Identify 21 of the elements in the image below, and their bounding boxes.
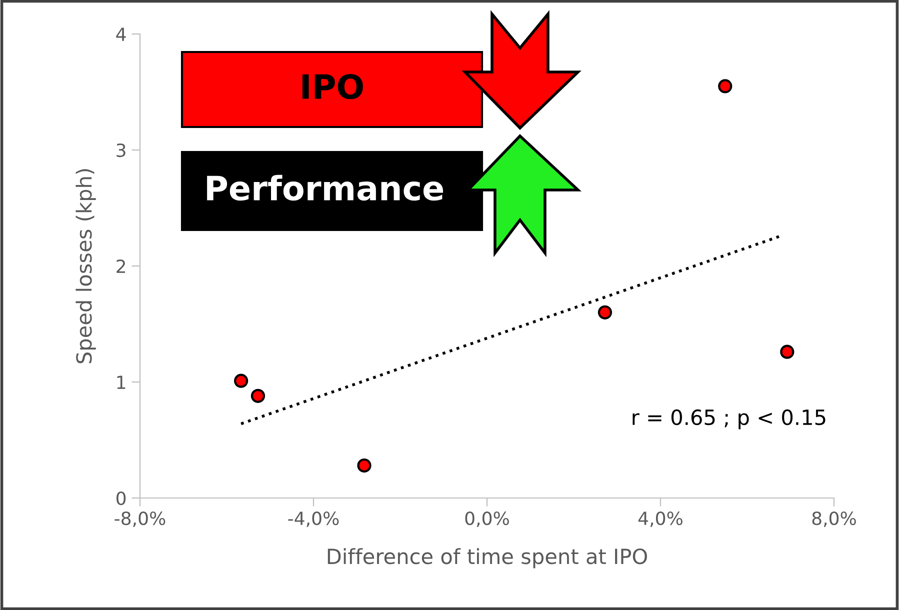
x-tick-label: -4,0% [288,512,339,528]
x-tick-label: 4,0% [638,512,682,528]
y-axis-title: Speed losses (kph) [76,169,96,364]
y-tick-label: 2 [116,259,125,273]
x-tick-label: 8,0% [812,512,856,528]
annotation: Performance [207,174,444,201]
point [357,458,372,473]
x-tick-label: -8,0% [114,512,166,528]
point [718,79,732,94]
point [234,374,248,388]
point [598,305,612,320]
y-tick-label: 4 [116,28,126,41]
y-tick-label: 3 [116,143,126,158]
annotation: IPO [302,74,363,100]
point [780,344,794,359]
y-tick-label: 1 [117,376,126,389]
x-axis-title: Difference of time spent at IPO [328,548,647,568]
x-tick-label: 0,0% [465,512,509,528]
y-tick-label: 0 [116,491,126,506]
point [250,388,266,403]
annotation: r = 0.65 ; p < 0.15 [632,409,826,430]
